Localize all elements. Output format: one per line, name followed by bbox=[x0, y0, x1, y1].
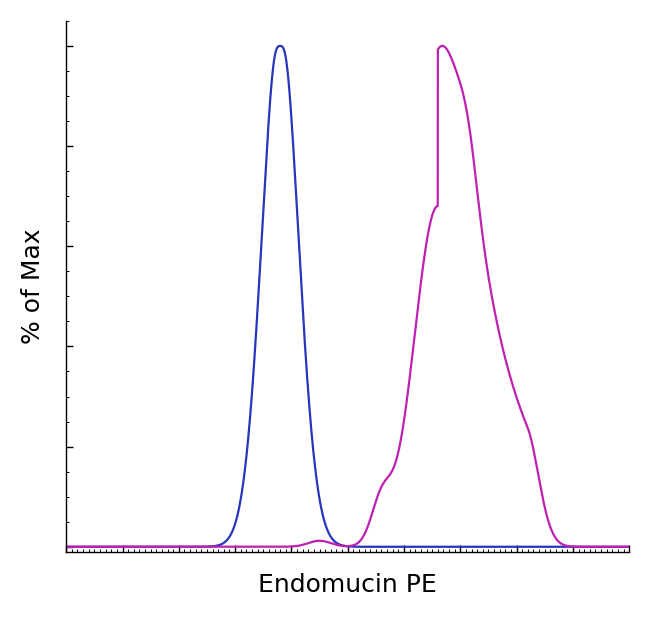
Y-axis label: % of Max: % of Max bbox=[21, 229, 45, 344]
X-axis label: Endomucin PE: Endomucin PE bbox=[258, 573, 437, 597]
